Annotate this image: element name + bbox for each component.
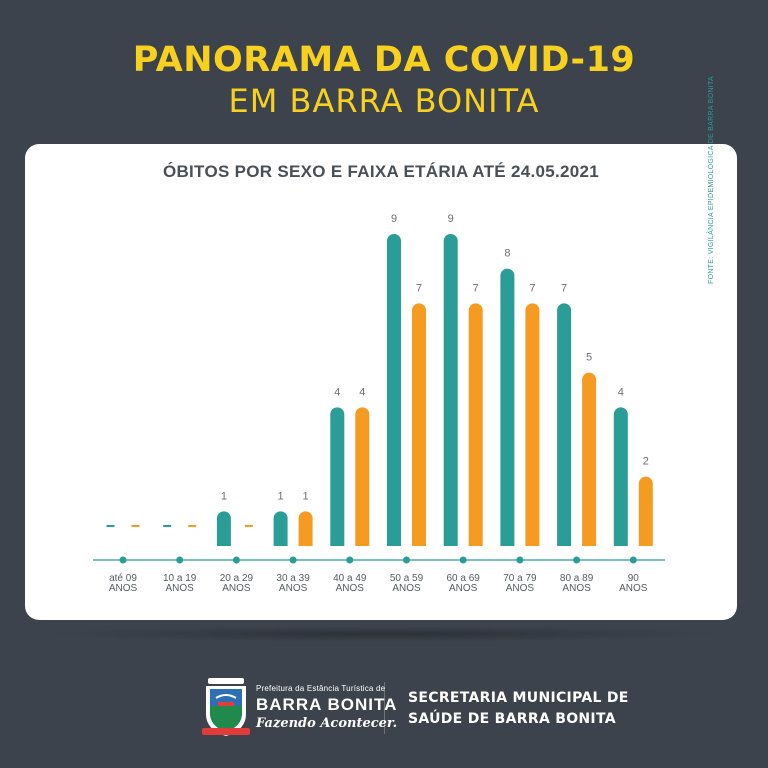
x-tick-label-unit: ANOS	[222, 583, 251, 594]
footer-divider	[384, 682, 385, 734]
data-label: 7	[416, 282, 422, 294]
secretaria-block: SECRETARIA MUNICIPAL DE SAÚDE DE BARRA B…	[408, 688, 629, 730]
bar	[216, 511, 231, 546]
prefeitura-label: Prefeitura da Estância Turística de	[256, 684, 386, 693]
data-label: 7	[529, 282, 535, 294]
zero-marker	[244, 525, 253, 527]
headline: PANORAMA DA COVID-19 EM BARRA BONITA	[0, 38, 768, 120]
bar	[613, 407, 628, 546]
data-label: 1	[221, 490, 227, 502]
x-tick-label: 20 a 29	[220, 573, 254, 584]
bar	[443, 234, 458, 546]
zero-marker	[163, 525, 172, 527]
headline-line1: PANORAMA DA COVID-19	[132, 40, 636, 80]
axis-tick-dot	[516, 556, 524, 564]
x-tick-label: 90	[628, 573, 640, 584]
chart-title: ÓBITOS POR SEXO E FAIXA ETÁRIA ATÉ 24.05…	[162, 162, 600, 181]
data-label: 2	[643, 456, 649, 468]
x-tick-label: 30 a 39	[276, 573, 310, 584]
x-tick-label-unit: ANOS	[166, 583, 195, 594]
data-label: 4	[618, 386, 624, 398]
axis-tick-dot	[346, 556, 354, 564]
data-label: 5	[586, 352, 592, 364]
bar	[298, 511, 313, 546]
bar	[638, 476, 653, 546]
axis-tick-dot	[232, 556, 240, 564]
x-tick-label-unit: ANOS	[506, 583, 535, 594]
zero-marker	[131, 525, 140, 527]
data-label: 7	[561, 282, 567, 294]
city-coat-of-arms-icon	[202, 678, 250, 736]
data-label: 1	[278, 490, 284, 502]
bar	[525, 303, 540, 546]
axis-tick-dot	[289, 556, 297, 564]
zero-marker	[106, 525, 115, 527]
bar	[582, 372, 597, 546]
x-tick-label: 80 a 89	[560, 573, 594, 584]
x-tick-label-unit: ANOS	[336, 583, 365, 594]
secretaria-line2: SAÚDE DE BARRA BONITA	[408, 711, 616, 727]
x-tick-label: 70 a 79	[503, 573, 537, 584]
x-tick-label: 40 a 49	[333, 573, 367, 584]
axis-tick-dot	[459, 556, 467, 564]
x-tick-label: 50 a 59	[390, 573, 424, 584]
data-label: 9	[391, 213, 397, 225]
bar	[273, 511, 288, 546]
x-tick-label-unit: ANOS	[279, 583, 308, 594]
bar	[330, 407, 345, 546]
axis-tick-dot	[573, 556, 581, 564]
data-label: 7	[473, 282, 479, 294]
chart-source: FONTE: VIGILÂNCIA EPIDEMIOLÓGICA DE BARR…	[708, 76, 715, 284]
secretaria-line1: SECRETARIA MUNICIPAL DE	[408, 690, 629, 706]
x-tick-label: até 09	[109, 573, 137, 584]
card-shadow	[40, 626, 728, 642]
bar	[500, 268, 515, 546]
footer: Prefeitura da Estância Turística de BARR…	[0, 676, 768, 746]
bar	[468, 303, 483, 546]
data-label: 1	[303, 490, 309, 502]
data-label: 9	[448, 213, 454, 225]
axis-tick-dot	[629, 556, 637, 564]
chart-card: ÓBITOS POR SEXO E FAIXA ETÁRIA ATÉ 24.05…	[25, 76, 737, 620]
axis-tick-dot	[119, 556, 127, 564]
data-label: 4	[334, 386, 340, 398]
city-name: BARRA BONITA	[256, 695, 398, 714]
x-tick-label-unit: ANOS	[109, 583, 138, 594]
zero-marker	[188, 525, 197, 527]
x-tick-label-unit: ANOS	[392, 583, 421, 594]
headline-line2: EM BARRA BONITA	[228, 82, 540, 120]
x-tick-label-unit: ANOS	[449, 583, 478, 594]
x-tick-label-unit: ANOS	[562, 583, 591, 594]
x-tick-label-unit: ANOS	[619, 583, 648, 594]
bar	[355, 407, 370, 546]
city-slogan: Fazendo Acontecer.	[256, 716, 398, 731]
bar	[557, 303, 572, 546]
bar	[387, 234, 401, 546]
prefeitura-block: Prefeitura da Estância Turística de BARR…	[256, 684, 397, 731]
x-tick-label: 60 a 69	[447, 573, 481, 584]
bar	[412, 303, 426, 546]
axis-tick-dot	[403, 556, 410, 564]
data-label: 8	[504, 248, 510, 260]
data-label: 4	[359, 386, 365, 398]
x-tick-label: 10 a 19	[163, 573, 197, 584]
axis-tick-dot	[176, 556, 184, 564]
